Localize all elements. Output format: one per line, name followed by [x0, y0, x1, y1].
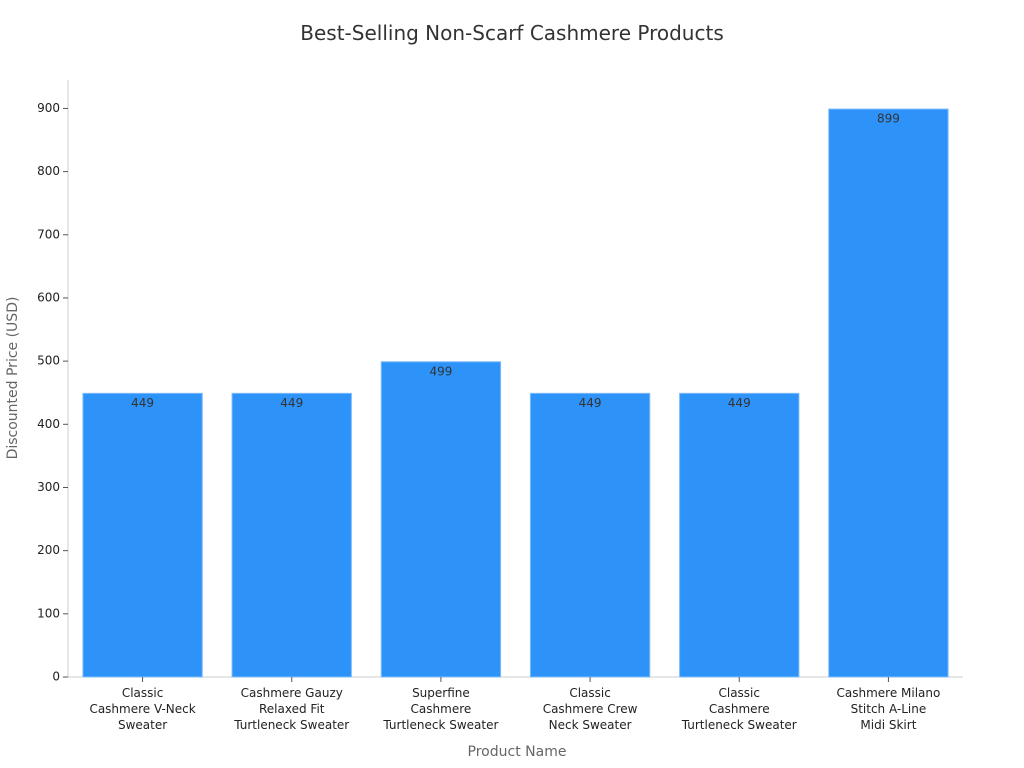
y-tick-label: 800 [37, 164, 60, 178]
x-tick-label: Classic Cashmere Turtleneck Sweater [681, 686, 797, 732]
y-tick-label: 300 [37, 480, 60, 494]
value-label: 449 [728, 396, 751, 410]
y-tick-label: 0 [52, 670, 60, 684]
x-axis-title: Product Name [468, 744, 567, 760]
x-tick-label: Cashmere Milano Stitch A-Line Midi Skirt [836, 686, 940, 732]
bar [828, 108, 949, 678]
y-tick-label: 700 [37, 227, 60, 241]
x-tick-label: Superfine Cashmere Turtleneck Sweater [382, 686, 498, 732]
bar [679, 392, 800, 678]
bar [380, 361, 502, 678]
bar [82, 392, 203, 678]
value-label: 449 [131, 396, 154, 410]
y-tick-label: 200 [37, 543, 60, 557]
y-tick-label: 900 [37, 101, 60, 115]
x-tick-label: Classic Cashmere V-Neck Sweater [89, 686, 195, 732]
chart-title: Best-Selling Non-Scarf Cashmere Products [300, 21, 723, 45]
value-label: 449 [280, 396, 303, 410]
bar [231, 392, 352, 678]
y-tick-label: 500 [37, 354, 60, 368]
value-label: 449 [579, 396, 602, 410]
value-label: 499 [429, 364, 452, 378]
value-label: 899 [877, 112, 900, 126]
y-axis-title: Discounted Price (USD) [5, 297, 21, 460]
x-tick-label: Classic Cashmere Crew Neck Sweater [543, 686, 638, 732]
bar [529, 392, 651, 678]
y-tick-label: 600 [37, 290, 60, 304]
x-tick-label: Cashmere Gauzy Relaxed Fit Turtleneck Swea… [233, 686, 349, 732]
y-tick-label: 400 [37, 417, 60, 431]
y-tick-label: 100 [37, 606, 60, 620]
